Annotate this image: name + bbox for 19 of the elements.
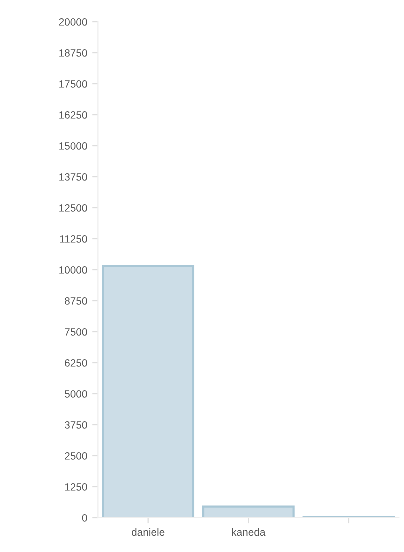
y-tick-label: 3750 [64, 422, 88, 429]
y-tick-label: 0 [82, 514, 88, 522]
y-tick-label: 15000 [60, 142, 88, 150]
y-tick-label: 13750 [60, 174, 88, 181]
x-tick-label: daniele [132, 528, 165, 536]
y-tick-label: 20000 [59, 18, 88, 26]
y-tick-label: 1250 [65, 484, 88, 491]
y-tick-label: 5000 [65, 390, 88, 398]
y-tick-label: 18750 [60, 50, 88, 57]
y-tick-label: 11250 [60, 236, 88, 243]
y-tick-label: 12500 [60, 204, 88, 212]
y-tick-label: 16250 [60, 112, 88, 119]
y-tick-label: 7500 [65, 328, 88, 336]
y-tick-label: 10000 [60, 266, 88, 274]
y-tick-label: 6250 [65, 360, 88, 367]
x-tick-label: kaneda [232, 528, 266, 536]
y-tick-label: 8750 [65, 298, 88, 305]
y-tick-label: 17500 [60, 80, 88, 88]
y-tick-label: 2500 [65, 452, 88, 460]
